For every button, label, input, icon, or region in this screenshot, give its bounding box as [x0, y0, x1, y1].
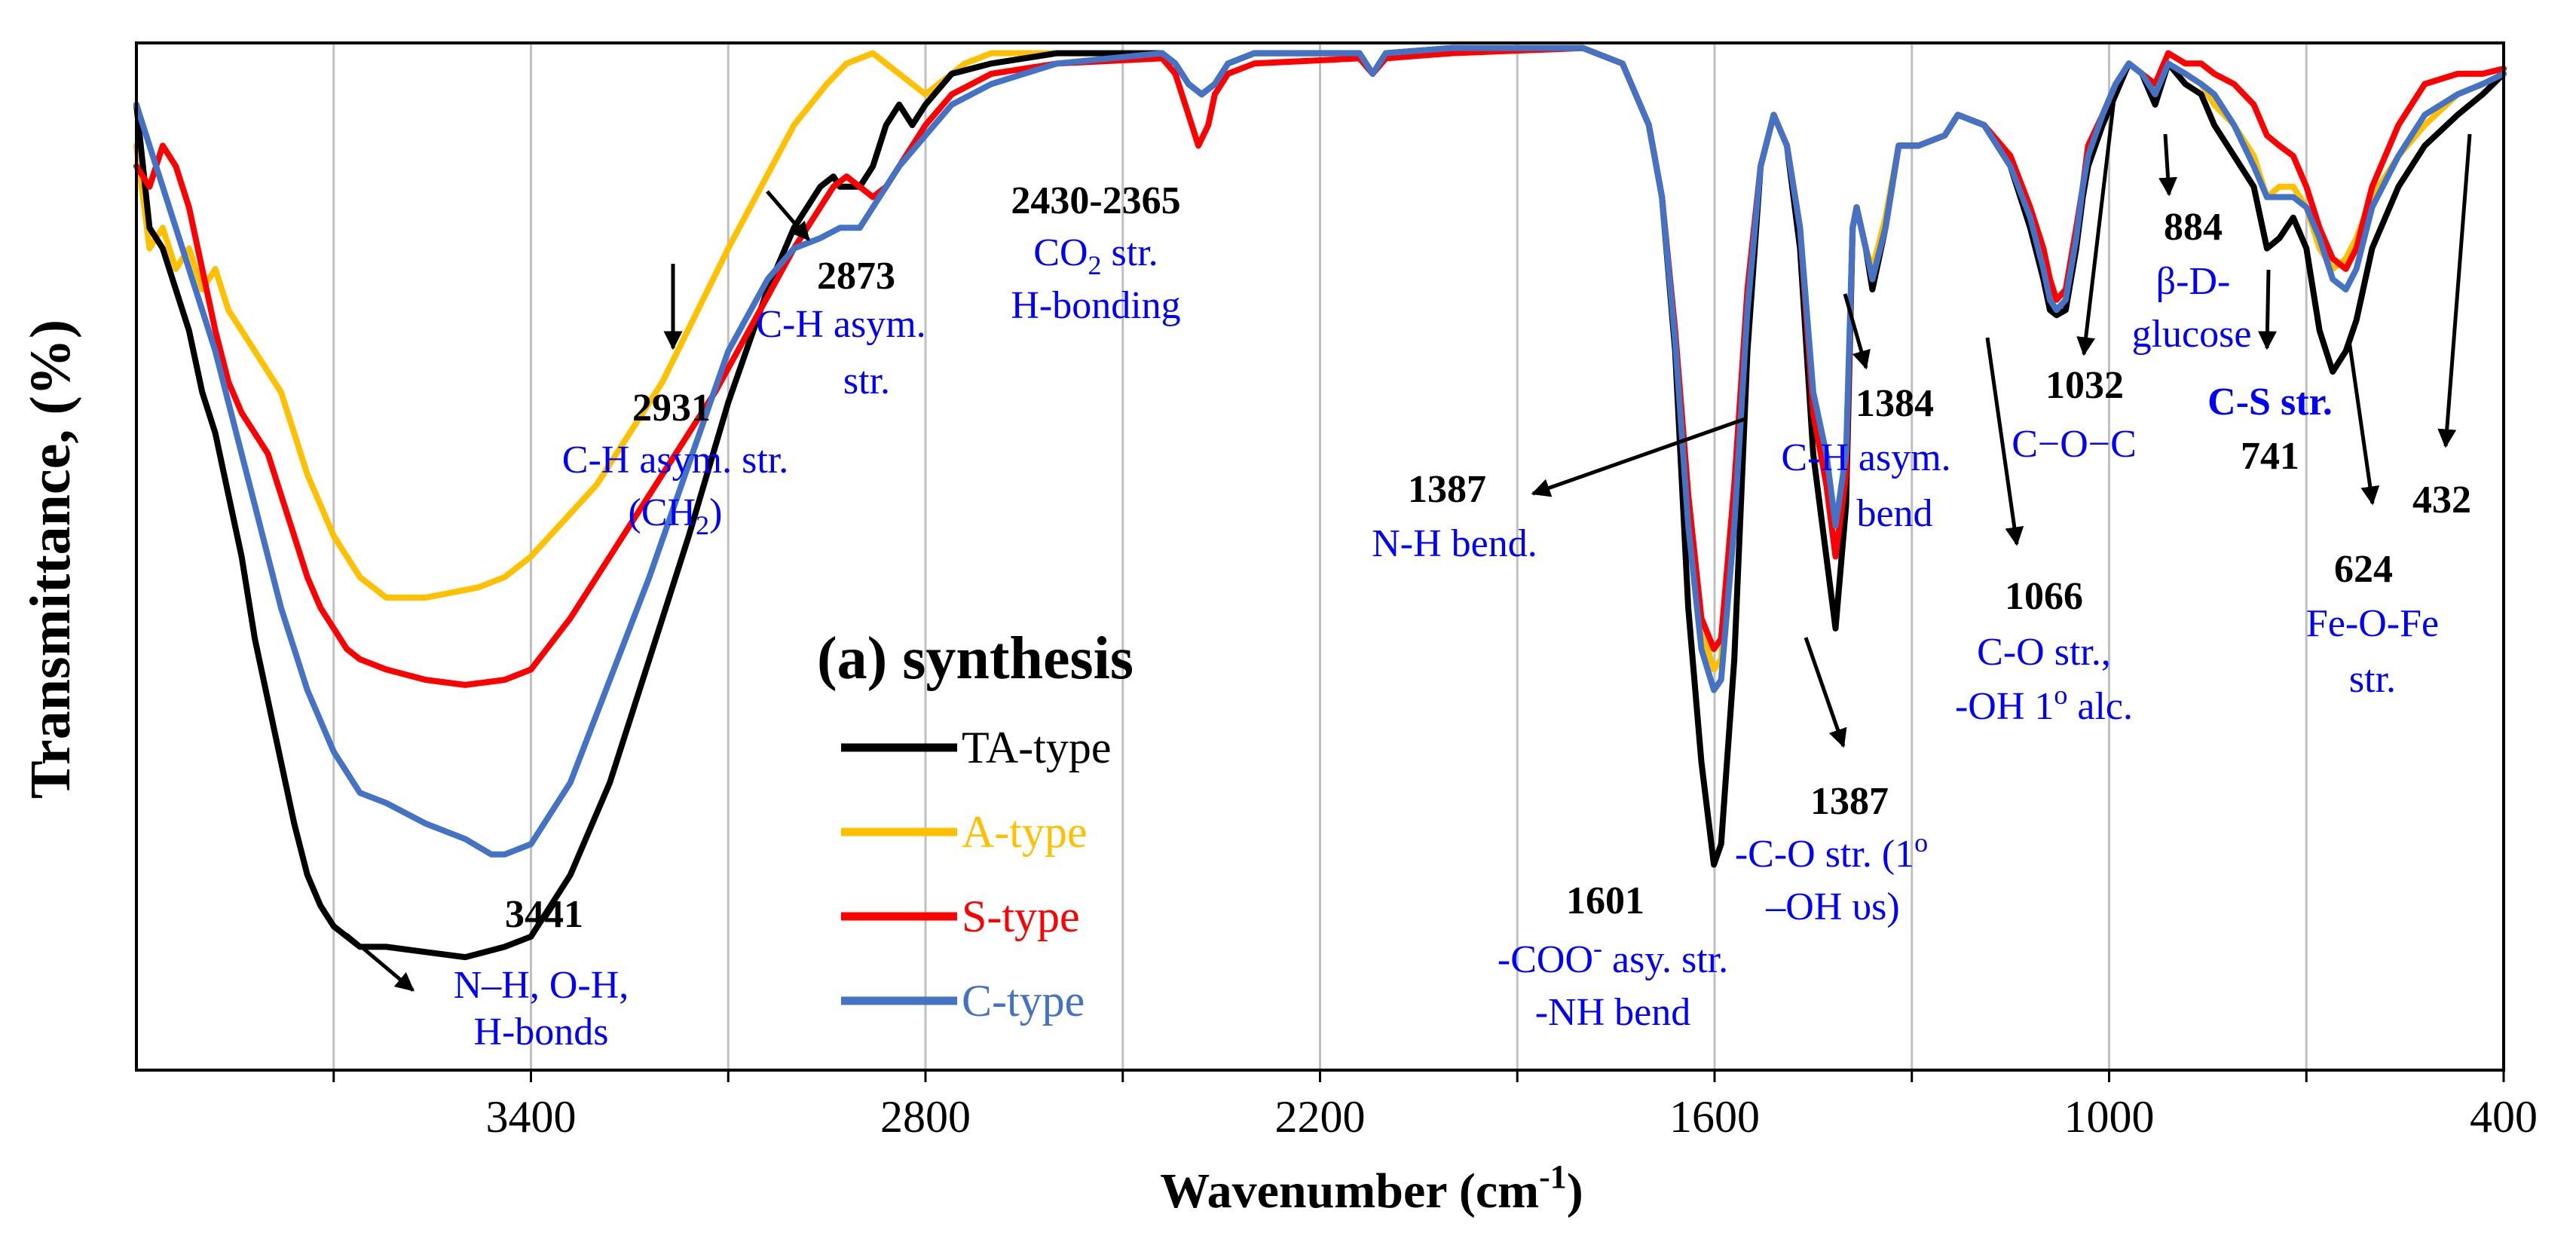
x-axis-ticks: 3400 2800 2200 1600 1000 400: [332, 1070, 2538, 1142]
annotation-value-741: 741: [2241, 435, 2299, 478]
x-tick-label-2200: 2200: [1275, 1092, 1366, 1142]
annotation-desc-2931-b: (CH2): [629, 491, 723, 540]
arrow-2873: [766, 190, 810, 241]
annotation-value-1387-co: 1387: [1810, 780, 1889, 823]
annotation-desc-741: C-S str.: [2207, 381, 2333, 424]
annotation-desc-1032: C−O−C: [2012, 423, 2137, 466]
legend-label-ta-type: TA-type: [962, 723, 1111, 772]
annotation-value-3441: 3441: [505, 893, 583, 936]
annotation-desc-884: β-D-: [2156, 260, 2231, 303]
arrow-1387-nh: [1531, 416, 1748, 497]
x-axis-label: Wavenumber (cm-1): [1160, 1158, 1583, 1219]
annotation-desc-1601-b: -NH bend: [1535, 991, 1691, 1034]
annotation-value-2873: 2873: [817, 255, 895, 298]
annotation-desc-co2: CO2 str.: [1033, 231, 1158, 280]
annotation-desc-3441-b: H-bonds: [473, 1011, 608, 1054]
arrow-1384: [1843, 293, 1871, 370]
legend-label-a-type: A-type: [962, 807, 1088, 857]
legend-label-s-type: S-type: [962, 892, 1080, 941]
x-axis-label-sup: -1: [1539, 1158, 1567, 1195]
annotation-desc-2873-b: str.: [843, 359, 890, 402]
annotation-value-1066: 1066: [2005, 575, 2083, 618]
x-axis-label-main: Wavenumber (cm: [1160, 1164, 1539, 1219]
annotation-value-1384: 1384: [1856, 382, 1934, 425]
annotations: 3441 N–H, O-H, H-bonds 2931 C-H asym. st…: [454, 179, 2471, 1054]
arrow-1387-co: [1804, 637, 1847, 748]
annotation-desc-1384: C-H asym.: [1781, 436, 1950, 479]
annotation-arrows: [345, 99, 2472, 992]
annotation-value-2430-2365: 2430-2365: [1011, 179, 1180, 222]
x-tick-label-1600: 1600: [1669, 1092, 1760, 1142]
annotation-value-624: 624: [2334, 548, 2393, 591]
series-line-c-type: [133, 44, 2507, 858]
arrow-1066: [1985, 337, 2024, 546]
x-tick-label-1000: 1000: [2064, 1092, 2155, 1142]
arrow-884: [2158, 133, 2178, 197]
annotation-desc-2873: C-H asym.: [756, 303, 925, 346]
legend-label-c-type: C-type: [962, 976, 1085, 1026]
x-tick-label-2800: 2800: [880, 1092, 971, 1142]
x-tick-label-400: 400: [2470, 1092, 2538, 1142]
annotation-desc-1601: -COO- asy. str.: [1498, 933, 1728, 981]
annotation-desc-3441: N–H, O-H,: [454, 964, 629, 1007]
annotation-desc-1387-co: -C-O str. (1o: [1735, 827, 1928, 876]
annotation-desc-1066: C-O str.,: [1977, 631, 2111, 674]
annotation-value-432: 432: [2412, 479, 2471, 521]
annotation-value-2931: 2931: [632, 387, 711, 430]
annotation-desc-hbonding: H-bonding: [1011, 284, 1180, 327]
arrow-432: [2437, 133, 2472, 448]
annotation-value-1032: 1032: [2045, 364, 2124, 407]
annotation-value-884: 884: [2164, 206, 2223, 249]
arrow-741: [2257, 269, 2277, 350]
annotation-desc-1384-b: bend: [1856, 492, 1932, 535]
arrow-3441: [345, 933, 415, 992]
chart-title: (a) synthesis: [817, 625, 1134, 692]
arrow-1032: [2076, 99, 2116, 356]
annotation-value-1387-nh: 1387: [1408, 468, 1486, 511]
grid-lines: [332, 43, 2308, 1070]
annotation-desc-2931: C-H asym. str.: [562, 439, 788, 482]
annotation-desc-1066-b: -OH 1o alc.: [1955, 680, 2133, 728]
annotation-desc-624: Fe-O-Fe: [2306, 602, 2439, 645]
y-axis-label: Transmittance, (%): [19, 320, 82, 799]
legend: TA-type A-type S-type C-type: [841, 723, 1111, 1026]
x-tick-label-3400: 3400: [486, 1092, 577, 1142]
annotation-desc-884-b: glucose: [2132, 313, 2252, 356]
spectrum-series: [133, 44, 2507, 961]
x-axis-label-close: ): [1567, 1164, 1583, 1219]
annotation-desc-1387-nh: N-H bend.: [1372, 522, 1537, 565]
annotation-desc-624-b: str.: [2349, 658, 2396, 701]
arrow-624: [2347, 340, 2380, 506]
annotation-value-1601: 1601: [1566, 879, 1644, 922]
annotation-desc-1387-co-b: –OH υs): [1765, 885, 1899, 928]
